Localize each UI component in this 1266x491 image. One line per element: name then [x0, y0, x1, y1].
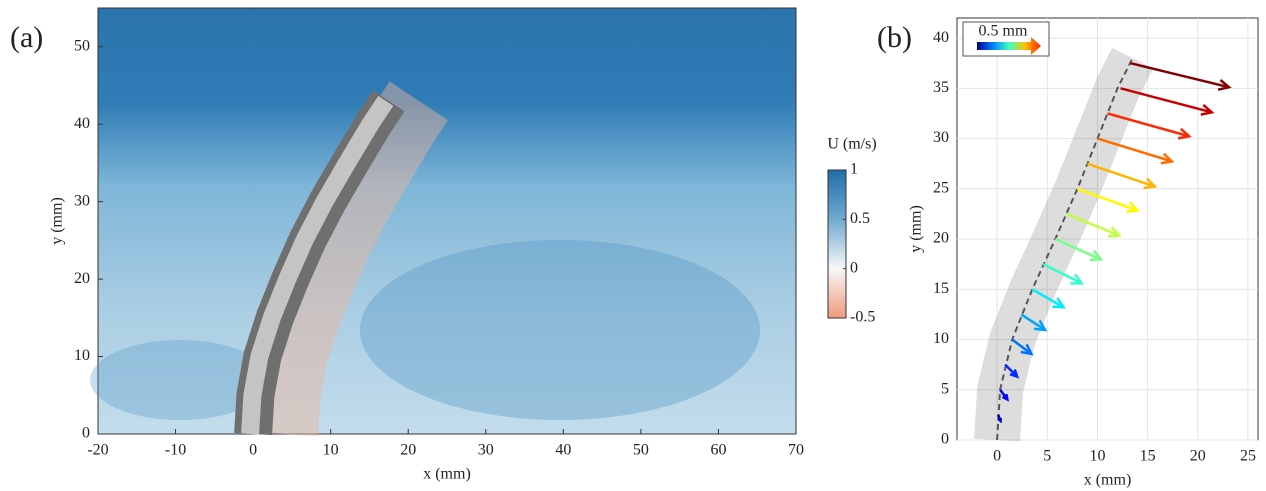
colorbar-tick-label: 1 — [850, 161, 858, 178]
y-tick-label: 40 — [933, 29, 949, 46]
panel-a: (a) -20 -10 0 10 20 30 40 50 60 70 0 10 20 30 40 50 x (m… — [10, 8, 804, 483]
y-tick-label: 30 — [74, 192, 90, 209]
y-axis-label: y (mm) — [49, 197, 66, 245]
y-axis-label: y (mm) — [908, 205, 925, 253]
figure: (a) -20-1001020304050607001020304050x (m… — [0, 0, 1266, 491]
x-tick-label: 70 — [788, 442, 804, 459]
x-tick-label: 20 — [1190, 448, 1206, 465]
x-tick-label: 0 — [993, 448, 1001, 465]
x-tick-label: -10 — [165, 442, 186, 459]
y-tick-label: 5 — [941, 380, 949, 397]
colorbar — [828, 170, 846, 318]
x-axis-label: x (mm) — [423, 466, 471, 483]
x-tick-label: 60 — [710, 442, 726, 459]
y-tick-label: 30 — [933, 129, 949, 146]
panel-label: (a) — [10, 21, 43, 54]
x-tick-label: 0 — [249, 442, 257, 459]
y-tick-label: 35 — [933, 79, 949, 96]
x-tick-label: 10 — [1089, 448, 1105, 465]
y-tick-label: 0 — [941, 431, 949, 448]
y-tick-label: 40 — [74, 115, 90, 132]
scale-legend-label: 0.5 mm — [979, 23, 1028, 40]
x-tick-label: 10 — [323, 442, 339, 459]
x-tick-label: 5 — [1043, 448, 1051, 465]
x-tick-label: 40 — [555, 442, 571, 459]
colorbar-label: U (m/s) — [827, 136, 876, 153]
panel-b: (b) 0 5 10 15 20 25 0 5 10 15 20 25 30 35 40 x (mm) y (m… — [877, 18, 1258, 489]
x-tick-label: 25 — [1240, 448, 1256, 465]
y-tick-label: 25 — [933, 179, 949, 196]
x-tick-label: 20 — [400, 442, 416, 459]
y-tick-label: 50 — [74, 37, 90, 54]
x-tick-label: -20 — [87, 442, 108, 459]
y-tick-label: 0 — [82, 425, 90, 442]
y-tick-label: 10 — [933, 330, 949, 347]
y-tick-label: 20 — [933, 230, 949, 247]
colorbar-tick-label: 0.5 — [850, 210, 870, 227]
field-patch — [360, 240, 760, 420]
y-tick-label: 20 — [74, 270, 90, 287]
x-tick-label: 30 — [478, 442, 494, 459]
y-tick-label: 10 — [74, 347, 90, 364]
colorbar-tick-label: -0.5 — [850, 309, 875, 326]
y-tick-label: 15 — [933, 280, 949, 297]
panel-label: (b) — [877, 21, 912, 54]
colorbar-tick-label: 0 — [850, 259, 858, 276]
x-tick-label: 50 — [633, 442, 649, 459]
x-tick-label: 15 — [1140, 448, 1156, 465]
x-axis-label: x (mm) — [1084, 472, 1132, 489]
